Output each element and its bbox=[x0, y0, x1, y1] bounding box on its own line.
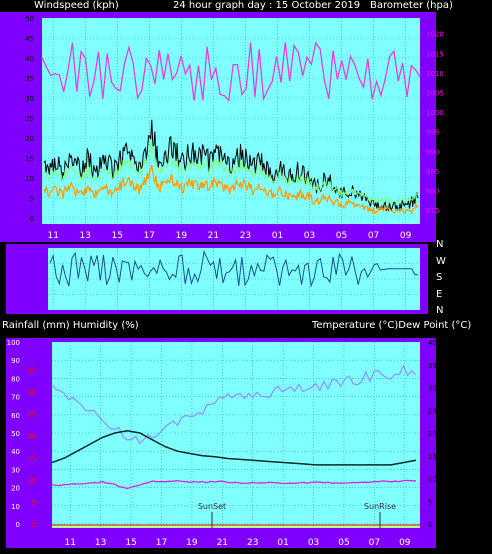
wind-x-tick: 13 bbox=[80, 231, 91, 241]
wind-y-tick: 15 bbox=[25, 155, 34, 163]
dewpoint-line bbox=[51, 479, 416, 490]
rainfall-y-tick: 5 bbox=[32, 499, 36, 507]
pressure-y-tick: 1010 bbox=[426, 70, 444, 78]
humidity-y-tick: 90 bbox=[11, 357, 20, 365]
rainfall-y-tick: 10 bbox=[27, 477, 36, 485]
wind-y-tick: 0 bbox=[30, 215, 34, 223]
graph-title: 24 hour graph day : 15 October 2019 bbox=[173, 0, 361, 11]
wind-y-tick: 20 bbox=[25, 135, 34, 143]
temp-humidity-chart: 0102030405060708090100051015202530350510… bbox=[7, 339, 437, 548]
temperature-y-tick: 5 bbox=[428, 498, 432, 506]
sunrise-label: SunRise bbox=[364, 502, 396, 511]
wind-y-tick: 50 bbox=[25, 15, 34, 23]
temp-x-tick: 07 bbox=[369, 538, 380, 548]
wind-x-tick: 15 bbox=[112, 231, 123, 241]
wind-average-light-line bbox=[43, 141, 419, 205]
wind-x-tick: 07 bbox=[368, 231, 379, 241]
wind-average-line bbox=[43, 164, 419, 215]
humidity-y-tick: 60 bbox=[11, 412, 20, 420]
temp-plot-area bbox=[52, 342, 420, 528]
temp-x-tick: 01 bbox=[277, 538, 288, 548]
compass-e: E bbox=[436, 289, 443, 300]
pressure-line bbox=[41, 41, 421, 102]
wind-direction-chart bbox=[48, 248, 420, 310]
wind-x-tick: 09 bbox=[400, 231, 412, 241]
pressure-y-tick: 985 bbox=[426, 168, 439, 176]
temp-x-tick: 03 bbox=[308, 538, 319, 548]
temp-x-tick: 09 bbox=[399, 538, 411, 548]
humidity-y-tick: 20 bbox=[11, 485, 20, 493]
top-header: Windspeed (kph) 24 hour graph day : 15 O… bbox=[0, 0, 492, 14]
humidity-y-tick: 10 bbox=[11, 503, 20, 511]
temperature-y-tick: 35 bbox=[428, 362, 437, 370]
rainfall-y-tick: 0 bbox=[32, 521, 36, 529]
humidity-line bbox=[51, 364, 417, 445]
humidity-y-tick: 50 bbox=[11, 430, 20, 438]
temperature-y-tick: 15 bbox=[428, 453, 437, 461]
barometer-axis-label: Barometer (hpa) bbox=[370, 0, 453, 11]
wind-x-tick: 11 bbox=[47, 231, 58, 241]
temp-x-tick: 17 bbox=[156, 538, 167, 548]
temperature-y-tick: 30 bbox=[428, 385, 437, 393]
temperature-axis-label: Temperature (°C)Dew Point (°C) bbox=[312, 320, 472, 331]
wind-y-tick: 5 bbox=[30, 195, 34, 203]
compass-s: S bbox=[436, 272, 443, 283]
wind-y-tick: 35 bbox=[25, 75, 34, 83]
pressure-y-tick: 1020 bbox=[426, 31, 444, 39]
temperature-y-tick: 40 bbox=[428, 339, 437, 347]
temperature-line bbox=[51, 429, 417, 466]
wind-y-tick: 10 bbox=[25, 175, 34, 183]
wind-y-tick: 40 bbox=[25, 55, 34, 63]
rain-humidity-axis-label: Rainfall (mm) Humidity (%) bbox=[2, 320, 139, 331]
wind-x-tick: 21 bbox=[208, 231, 219, 241]
pressure-y-tick: 1015 bbox=[426, 50, 444, 58]
pressure-y-tick: 990 bbox=[426, 148, 439, 156]
pressure-y-tick: 975 bbox=[426, 207, 439, 215]
temp-x-tick: 19 bbox=[186, 538, 198, 548]
wind-y-tick: 30 bbox=[25, 95, 34, 103]
temperature-y-tick: 20 bbox=[428, 430, 437, 438]
wind-x-tick: 19 bbox=[176, 231, 188, 241]
temp-x-tick: 13 bbox=[95, 538, 106, 548]
compass-n-top: N bbox=[436, 239, 444, 250]
wind-x-tick: 03 bbox=[304, 231, 315, 241]
humidity-y-tick: 0 bbox=[16, 521, 20, 529]
temp-x-tick: 23 bbox=[247, 538, 258, 548]
rainfall-y-tick: 30 bbox=[27, 388, 36, 396]
temp-x-tick: 15 bbox=[125, 538, 136, 548]
rainfall-y-tick: 15 bbox=[27, 455, 36, 463]
pressure-y-tick: 1005 bbox=[426, 90, 444, 98]
humidity-y-tick: 40 bbox=[11, 448, 20, 456]
wind-pressure-chart: 0510152025303540455097598098599099510001… bbox=[25, 15, 444, 241]
humidity-y-tick: 70 bbox=[11, 394, 20, 402]
wind-y-tick: 45 bbox=[25, 35, 34, 43]
humidity-y-tick: 100 bbox=[7, 339, 20, 347]
temperature-y-tick: 10 bbox=[428, 476, 437, 484]
pressure-y-tick: 995 bbox=[426, 129, 439, 137]
rainfall-y-tick: 35 bbox=[27, 366, 36, 374]
rainfall-y-tick: 25 bbox=[27, 411, 36, 419]
humidity-y-tick: 80 bbox=[11, 375, 20, 383]
rainfall-y-tick: 20 bbox=[27, 433, 36, 441]
wind-y-tick: 25 bbox=[25, 115, 34, 123]
sunset-label: SunSet bbox=[198, 502, 226, 511]
pressure-y-tick: 1000 bbox=[426, 109, 444, 117]
temp-x-tick: 11 bbox=[65, 538, 76, 548]
humidity-y-tick: 30 bbox=[11, 466, 20, 474]
windspeed-axis-label: Windspeed (kph) bbox=[34, 0, 119, 11]
temp-x-tick: 05 bbox=[338, 538, 349, 548]
compass-w: W bbox=[436, 256, 446, 267]
temperature-y-tick: 25 bbox=[428, 407, 437, 415]
wind-x-tick: 01 bbox=[272, 231, 283, 241]
wind-gust-line bbox=[43, 119, 419, 212]
wind-direction-line bbox=[49, 249, 418, 288]
temperature-y-tick: 0 bbox=[428, 521, 432, 529]
wind-x-tick: 17 bbox=[144, 231, 155, 241]
compass-n-bottom: N bbox=[436, 305, 444, 316]
wind-x-tick: 05 bbox=[336, 231, 347, 241]
temp-x-tick: 21 bbox=[217, 538, 228, 548]
pressure-y-tick: 980 bbox=[426, 188, 439, 196]
wind-x-tick: 23 bbox=[240, 231, 251, 241]
